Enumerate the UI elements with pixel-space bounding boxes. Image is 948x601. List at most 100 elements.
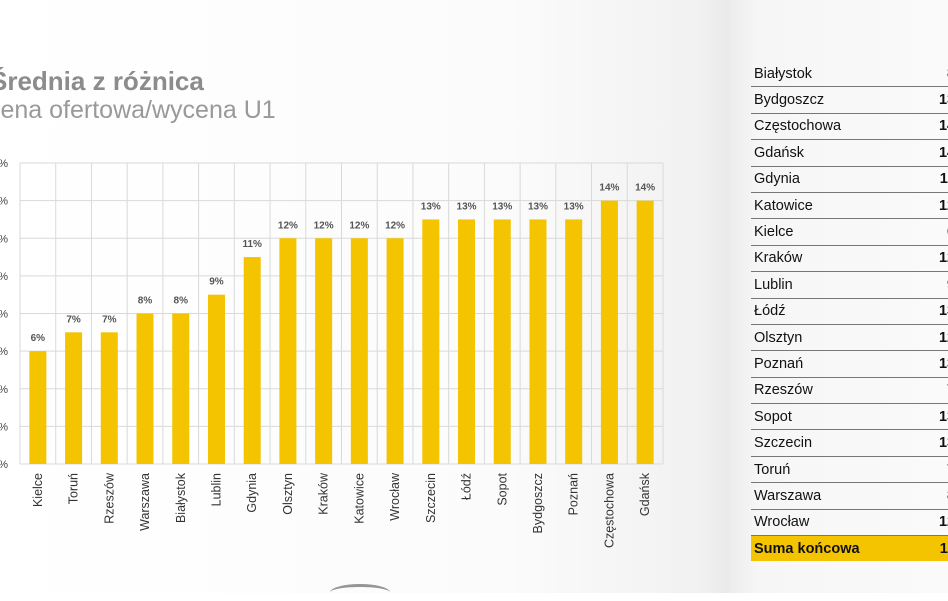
table-city-cell: Gdańsk <box>751 139 915 167</box>
bar-value-label: 8% <box>138 296 153 307</box>
table-city-cell: Łódź <box>751 298 915 325</box>
y-tick-label: 6% <box>0 346 8 358</box>
category-label: Toruń <box>67 473 81 504</box>
bar-value-label: 13% <box>528 201 548 212</box>
category-label: Wrocław <box>388 472 402 521</box>
y-tick-label: 8% <box>0 309 8 321</box>
table-row: Kielce6% <box>751 218 948 246</box>
table-row: Wrocław12% <box>751 509 948 537</box>
y-tick-label: 14% <box>0 196 8 208</box>
table-value-cell: 8% <box>914 61 948 88</box>
bar-value-label: 13% <box>421 201 441 212</box>
bar-4 <box>136 313 154 464</box>
bar-7 <box>243 257 261 464</box>
bar-1 <box>29 351 47 464</box>
category-label: Kielce <box>31 473 45 507</box>
table-value-cell: 7% <box>914 456 948 484</box>
table-city-cell: Suma końcowa <box>751 535 915 562</box>
chart-title: Średnia z różnica <box>0 66 204 96</box>
bar-5 <box>172 313 190 464</box>
table-city-cell: Olsztyn <box>751 324 915 352</box>
y-tick-label: 0% <box>0 459 8 471</box>
bar-10 <box>350 238 368 464</box>
bar-3 <box>100 332 118 464</box>
y-tick-label: 16% <box>0 158 8 170</box>
table-city-cell: Białystok <box>751 61 915 88</box>
table-city-cell: Wrocław <box>751 509 915 537</box>
table-value-cell: 13% <box>914 86 948 114</box>
category-label: Kraków <box>317 472 331 515</box>
bar-value-label: 12% <box>385 220 405 231</box>
chart-subtitle: cena ofertowa/wycena U1 <box>0 96 276 124</box>
bar-value-label: 13% <box>457 201 477 212</box>
bar-value-label: 13% <box>564 201 584 212</box>
table-city-cell: Kraków <box>751 245 915 273</box>
table-value-cell: 13% <box>914 429 948 457</box>
bar-value-label: 12% <box>349 220 369 231</box>
page-shadow-mark <box>330 584 390 601</box>
table-value-cell: 12% <box>914 509 948 537</box>
bar-12 <box>422 219 440 464</box>
table-value-cell: 13% <box>914 350 948 378</box>
table-value-cell: 8% <box>914 482 948 510</box>
summary-table: Białystok8%Bydgoszcz13%Częstochowa14%Gda… <box>751 61 948 562</box>
summary-table-body: Białystok8%Bydgoszcz13%Częstochowa14%Gda… <box>751 61 948 562</box>
table-value-cell: 12% <box>914 192 948 220</box>
y-tick-label: 4% <box>0 384 8 396</box>
table-total-row: Suma końcowa11% <box>751 535 948 562</box>
bar-chart: 0% 2% 4% 6% 8% 10% 12% 14% 16% 6% Kielce 7% Toruń 7% R… <box>0 158 664 548</box>
category-label: Białystok <box>174 472 188 523</box>
table-value-cell: 6% <box>914 218 948 246</box>
table-row: Poznań13% <box>751 350 948 378</box>
bar-2 <box>65 332 83 464</box>
y-tick-label: 2% <box>0 421 8 433</box>
category-label: Warszawa <box>138 473 152 531</box>
bar-value-label: 14% <box>599 183 619 194</box>
bar-value-label: 14% <box>635 183 655 194</box>
table-row: Gdańsk14% <box>751 139 948 167</box>
table-city-cell: Gdynia <box>751 166 915 193</box>
bar-15 <box>529 219 547 464</box>
category-label: Gdańsk <box>638 472 652 516</box>
table-value-cell: 13% <box>914 403 948 431</box>
category-label: Poznań <box>567 473 581 515</box>
table-city-cell: Szczecin <box>751 429 915 457</box>
category-label: Sopot <box>495 472 509 505</box>
category-label: Katowice <box>352 473 366 524</box>
category-label: Częstochowa <box>602 473 616 548</box>
category-label: Łódź <box>460 473 474 500</box>
table-value-cell: 11% <box>914 535 948 562</box>
table-value-cell: 12% <box>914 324 948 352</box>
table-row: Rzeszów7% <box>751 377 948 405</box>
category-label: Gdynia <box>245 473 259 513</box>
table-city-cell: Warszawa <box>751 482 915 510</box>
bar-value-label: 13% <box>492 201 512 212</box>
category-label: Szczecin <box>424 473 438 523</box>
bar-value-label: 7% <box>66 314 81 325</box>
y-tick-label: 10% <box>0 271 8 283</box>
table-city-cell: Częstochowa <box>751 113 915 141</box>
bar-value-label: 7% <box>102 314 117 325</box>
y-tick-label: 12% <box>0 233 8 245</box>
bar-11 <box>386 238 404 464</box>
table-city-cell: Rzeszów <box>751 377 915 405</box>
table-row: Białystok8% <box>751 61 948 88</box>
table-value-cell: 11% <box>914 166 948 193</box>
table-city-cell: Kielce <box>751 218 915 246</box>
bar-8 <box>279 238 297 464</box>
category-label: Olsztyn <box>281 473 295 515</box>
table-city-cell: Sopot <box>751 403 915 431</box>
table-row: Gdynia11% <box>751 166 948 193</box>
bar-value-label: 8% <box>174 296 189 307</box>
bar-value-label: 12% <box>314 220 334 231</box>
table-value-cell: 9% <box>914 271 948 299</box>
